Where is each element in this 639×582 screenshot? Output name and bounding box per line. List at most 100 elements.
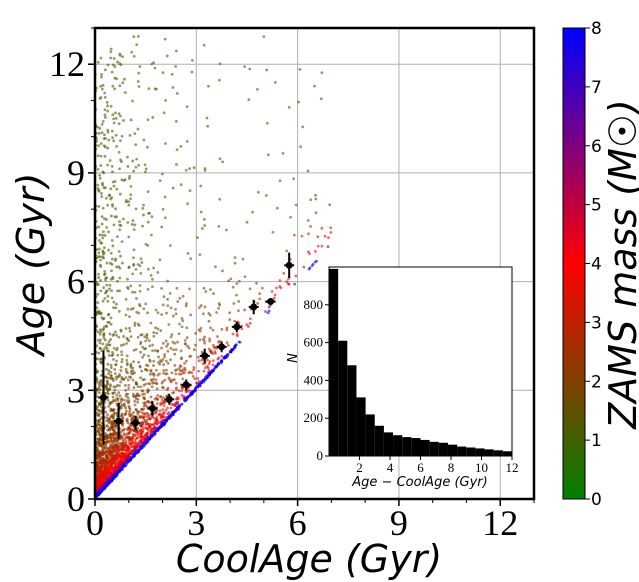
scatter-point xyxy=(165,311,168,315)
scatter-point xyxy=(103,246,106,250)
scatter-point xyxy=(201,337,205,341)
scatter-point xyxy=(245,220,249,224)
scatter-point xyxy=(96,167,100,171)
scatter-point xyxy=(171,86,175,89)
scatter-point xyxy=(103,154,107,158)
scatter-point xyxy=(229,277,233,281)
scatter-point xyxy=(117,374,121,378)
scatter-point xyxy=(111,409,115,413)
main-y-axis-label: Age (Gyr) xyxy=(9,173,53,359)
scatter-point xyxy=(161,380,165,383)
scatter-point xyxy=(108,353,111,357)
scatter-point xyxy=(294,274,298,278)
scatter-point xyxy=(101,255,105,259)
scatter-point xyxy=(127,446,131,449)
scatter-point xyxy=(169,347,173,350)
scatter-point xyxy=(120,261,124,265)
scatter-point xyxy=(152,334,156,338)
scatter-point xyxy=(202,369,206,373)
colorbar-gradient xyxy=(562,27,586,500)
main-plot: 0 3 6 9 12 0 3 6 9 12 CoolAge (Gyr) Age (Gyr) xyxy=(9,26,536,581)
scatter-point xyxy=(96,330,100,334)
scatter-point xyxy=(98,403,101,406)
scatter-point xyxy=(221,269,224,273)
scatter-point xyxy=(102,325,106,329)
scatter-point xyxy=(278,279,282,282)
scatter-point xyxy=(135,310,139,314)
scatter-point xyxy=(114,363,118,366)
binned-mean-point xyxy=(267,298,275,306)
scatter-point xyxy=(162,369,166,372)
histogram-bar xyxy=(393,435,403,456)
scatter-point xyxy=(114,377,118,381)
scatter-point xyxy=(151,427,155,431)
scatter-point xyxy=(112,346,116,350)
scatter-point xyxy=(102,334,106,338)
scatter-point xyxy=(329,231,333,234)
scatter-point xyxy=(152,359,156,363)
scatter-point xyxy=(164,418,168,422)
scatter-point xyxy=(170,371,174,375)
scatter-point xyxy=(115,333,119,337)
scatter-point xyxy=(101,83,105,87)
scatter-point xyxy=(103,434,107,438)
scatter-point xyxy=(161,415,165,419)
scatter-point xyxy=(131,290,134,294)
scatter-point xyxy=(128,407,132,411)
scatter-point xyxy=(130,50,134,54)
scatter-point xyxy=(98,238,101,242)
scatter-point xyxy=(144,242,148,246)
scatter-point xyxy=(97,272,100,276)
scatter-point xyxy=(135,382,138,385)
scatter-point xyxy=(144,441,148,445)
scatter-point xyxy=(111,351,114,354)
scatter-point xyxy=(111,84,115,88)
scatter-point xyxy=(124,199,128,202)
scatter-point xyxy=(194,331,197,335)
scatter-point xyxy=(217,306,221,310)
scatter-point xyxy=(132,228,136,232)
scatter-point xyxy=(108,283,112,287)
scatter-point xyxy=(181,319,185,323)
scatter-point xyxy=(180,356,183,360)
scatter-point xyxy=(243,275,247,279)
scatter-point xyxy=(138,65,142,68)
scatter-point xyxy=(117,335,121,339)
scatter-point xyxy=(204,366,207,370)
scatter-point xyxy=(139,385,143,389)
scatter-point xyxy=(119,444,123,448)
scatter-point xyxy=(110,269,113,273)
colorbar-tick-label: 0 xyxy=(591,490,602,510)
scatter-point xyxy=(116,470,120,474)
inset-y-tick-label: 200 xyxy=(304,410,324,425)
x-tick-label: 9 xyxy=(390,503,408,543)
scatter-point xyxy=(162,421,166,425)
scatter-point xyxy=(137,34,140,38)
scatter-point xyxy=(285,280,289,283)
scatter-point xyxy=(131,366,135,370)
scatter-point xyxy=(132,453,136,457)
scatter-point xyxy=(109,316,113,320)
scatter-point xyxy=(109,277,113,281)
scatter-point xyxy=(96,427,100,431)
scatter-point xyxy=(203,341,207,345)
scatter-point xyxy=(113,388,117,392)
scatter-point xyxy=(118,53,122,57)
scatter-point xyxy=(106,320,110,324)
scatter-point xyxy=(179,183,183,187)
scatter-point xyxy=(114,426,118,430)
scatter-point xyxy=(134,165,138,169)
scatter-point xyxy=(166,361,170,365)
scatter-point xyxy=(287,277,290,281)
scatter-point xyxy=(107,230,110,234)
scatter-point xyxy=(161,419,164,423)
scatter-point xyxy=(143,412,147,416)
scatter-point xyxy=(175,286,179,290)
main-x-axis-label: CoolAge (Gyr) xyxy=(176,537,442,581)
scatter-point xyxy=(111,244,115,248)
scatter-point xyxy=(306,218,310,222)
scatter-point xyxy=(98,233,102,237)
scatter-point xyxy=(114,330,117,334)
scatter-point xyxy=(99,96,103,99)
